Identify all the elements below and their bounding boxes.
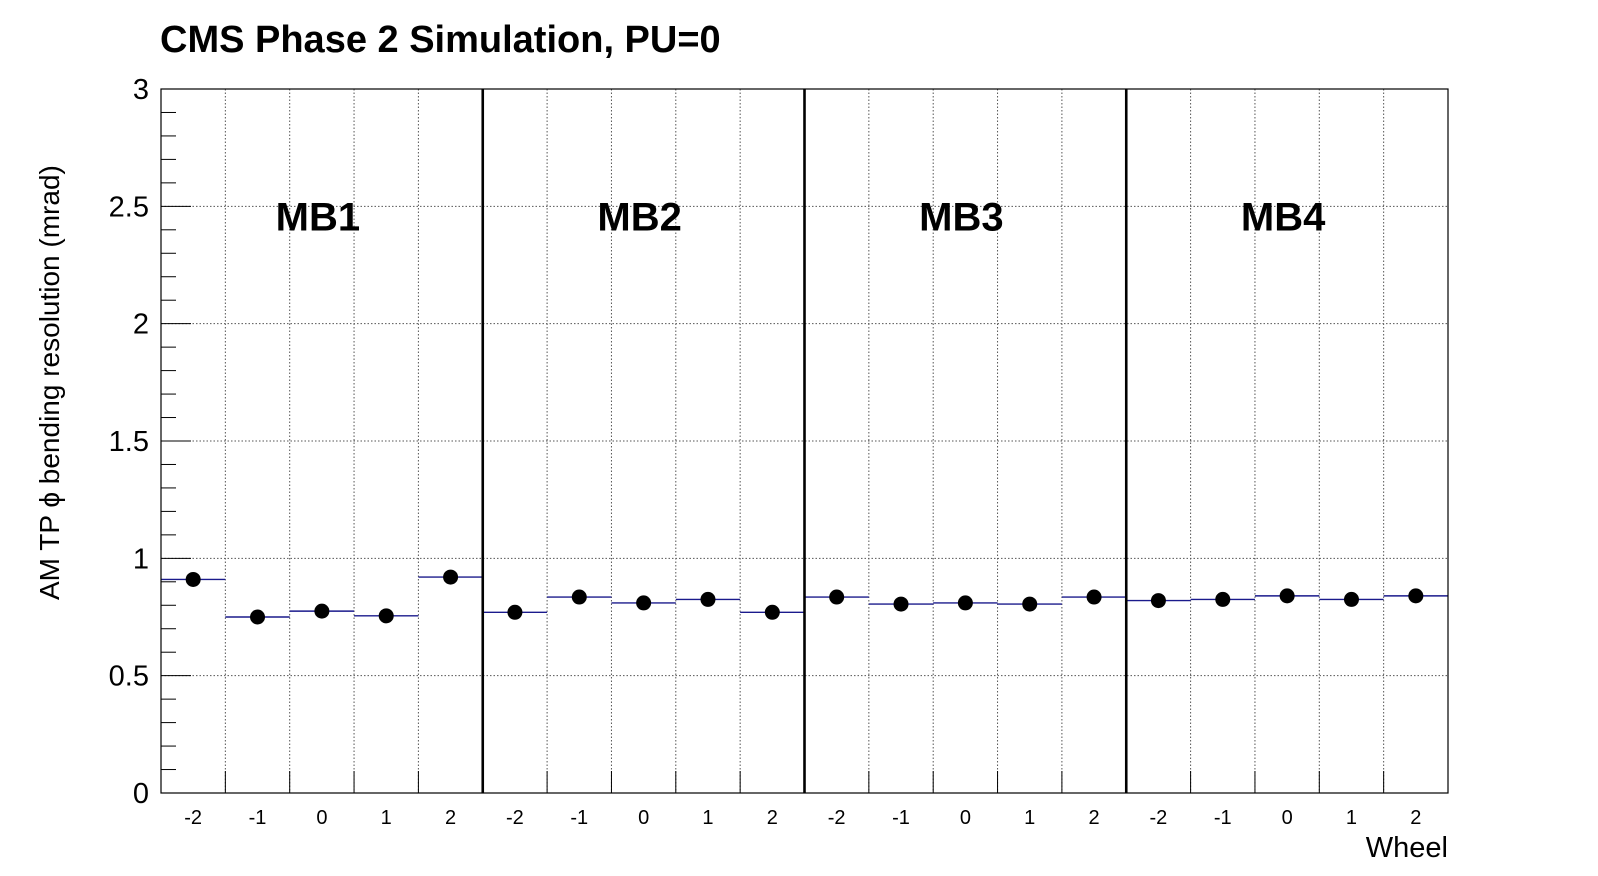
data-point	[443, 569, 459, 585]
data-point	[764, 604, 780, 620]
data-point	[1086, 589, 1102, 605]
data-point	[314, 603, 330, 619]
x-tick-label: 1	[381, 807, 392, 829]
y-tick-label: 0	[133, 778, 149, 810]
x-tick-label: -2	[184, 807, 202, 829]
x-tick-label: 1	[1024, 807, 1035, 829]
y-tick-label: 1	[133, 543, 149, 575]
x-tick-label: -1	[892, 807, 910, 829]
x-tick-label: 1	[702, 807, 713, 829]
station-label: MB4	[1241, 195, 1326, 239]
x-axis-ticks: -2 -1 0 1 2 -2 -1 0 1 2 -2 -1 0 1 2 -2 -1 0 1 2	[184, 771, 1421, 829]
x-tick-label: 1	[1346, 807, 1357, 829]
data-point	[250, 609, 266, 625]
station-label: MB1	[276, 195, 360, 239]
data-point	[1408, 588, 1424, 604]
x-tick-label: -1	[249, 807, 267, 829]
station-label: MB2	[597, 195, 681, 239]
x-tick-label: 2	[1089, 807, 1100, 829]
x-axis-label: Wheel	[1366, 832, 1448, 864]
station-separators	[481, 89, 1128, 793]
data-point	[185, 571, 201, 587]
y-axis-label: AM TP ϕ bending resolution (mrad)	[34, 165, 65, 600]
x-tick-label: -2	[506, 807, 524, 829]
x-tick-label: 0	[960, 807, 971, 829]
x-tick-label: 0	[1282, 807, 1293, 829]
x-tick-label: 2	[767, 807, 778, 829]
data-point	[700, 591, 716, 607]
data-point	[893, 596, 909, 612]
x-tick-label: -1	[570, 807, 588, 829]
grid	[161, 89, 1448, 793]
data-point	[1022, 596, 1038, 612]
station-label: MB3	[919, 195, 1003, 239]
y-tick-label: 0.5	[109, 661, 149, 693]
x-tick-label: 0	[638, 807, 649, 829]
data-point	[957, 595, 973, 611]
data-point	[636, 595, 652, 611]
data-point	[571, 589, 587, 605]
data-point	[378, 608, 394, 624]
data-point	[1279, 588, 1295, 604]
chart-title: CMS Phase 2 Simulation, PU=0	[160, 19, 721, 61]
y-tick-label: 1.5	[109, 426, 149, 458]
data-points	[185, 569, 1424, 625]
x-tick-label: 2	[1410, 807, 1421, 829]
x-tick-label: -2	[828, 807, 846, 829]
y-tick-label: 2.5	[109, 191, 149, 223]
x-tick-label: -2	[1150, 807, 1168, 829]
y-tick-label: 2	[133, 309, 149, 341]
x-tick-label: 2	[445, 807, 456, 829]
data-point	[829, 589, 845, 605]
x-tick-label: -1	[1214, 807, 1232, 829]
data-point	[507, 604, 523, 620]
y-tick-label: 3	[133, 74, 149, 106]
data-point	[1215, 591, 1231, 607]
x-tick-label: 0	[316, 807, 327, 829]
station-labels: MB1 MB2 MB3 MB4	[276, 195, 1326, 239]
y-axis-ticks: 0 0.5 1 1.5 2 2.5 3	[109, 74, 191, 810]
data-point	[1343, 591, 1359, 607]
data-point	[1150, 593, 1166, 609]
